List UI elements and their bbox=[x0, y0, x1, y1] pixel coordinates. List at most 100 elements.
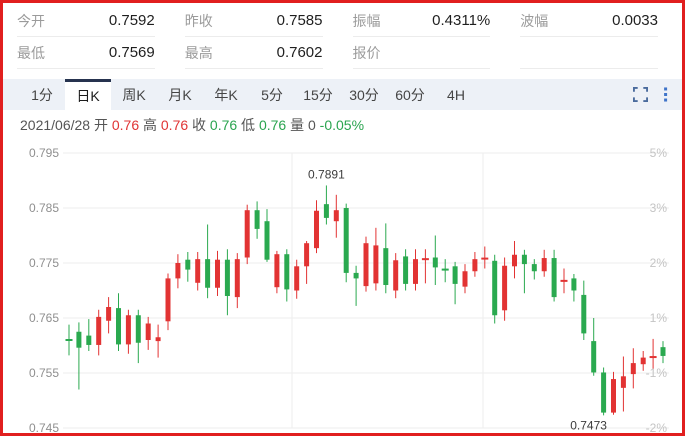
candle-body bbox=[551, 258, 557, 298]
ohlc-info-bar: 2021/06/28 开 0.76 高 0.76 收 0.76 低 0.76 量… bbox=[20, 114, 364, 136]
candle-body bbox=[432, 257, 438, 268]
candle-body bbox=[541, 258, 547, 272]
candle-body bbox=[481, 257, 489, 260]
candle-body bbox=[96, 316, 102, 345]
y-axis-label-right: 5% bbox=[650, 146, 668, 160]
tab-30min[interactable]: 30分 bbox=[349, 86, 379, 103]
candle-body bbox=[601, 372, 607, 413]
candle-body bbox=[205, 259, 211, 288]
candle-body bbox=[145, 323, 151, 340]
stat-prev-close-value: 0.7585 bbox=[276, 12, 323, 29]
tab-15min[interactable]: 15分 bbox=[303, 86, 333, 103]
info-part: 2021/06/28 bbox=[20, 117, 91, 133]
candle-body bbox=[274, 254, 280, 288]
more-menu-icon[interactable] bbox=[663, 87, 668, 102]
candle-body bbox=[195, 259, 201, 283]
stat-amplitude: 振幅 0.4311% bbox=[352, 5, 491, 37]
candle-body bbox=[403, 256, 409, 284]
tab-weekly[interactable]: 周K bbox=[122, 86, 146, 103]
candle-body bbox=[531, 264, 537, 272]
candle-body bbox=[185, 259, 191, 270]
stat-high-value: 0.7602 bbox=[276, 44, 323, 61]
candle-body bbox=[413, 259, 418, 284]
stat-prev-close-label: 昨收 bbox=[184, 12, 213, 29]
candle-body bbox=[314, 210, 319, 249]
stat-open-label: 今开 bbox=[17, 12, 45, 29]
candle-body bbox=[76, 331, 82, 348]
tab-monthly[interactable]: 月K bbox=[168, 86, 192, 103]
y-axis-label-left: 0.785 bbox=[29, 201, 59, 215]
candle-body bbox=[155, 337, 161, 342]
info-part: 0.76 bbox=[258, 117, 287, 133]
stat-empty bbox=[520, 37, 658, 69]
candle-body bbox=[472, 259, 478, 272]
y-axis-label-right: 2% bbox=[650, 256, 668, 270]
candle-body bbox=[640, 357, 646, 365]
candle-body bbox=[125, 315, 131, 345]
candle-body bbox=[224, 259, 230, 296]
stat-high-label: 最高 bbox=[184, 44, 213, 61]
stat-low-label: 最低 bbox=[17, 44, 45, 61]
candle-body bbox=[234, 259, 240, 298]
stat-prev-close: 昨收 0.7585 bbox=[184, 5, 323, 37]
stat-amplitude-label: 振幅 bbox=[352, 12, 381, 29]
tab-yearly[interactable]: 年K bbox=[214, 86, 238, 103]
y-axis-label-left: 0.795 bbox=[29, 146, 59, 160]
info-part: 开 bbox=[90, 117, 112, 133]
tab-4h[interactable]: 4H bbox=[447, 86, 465, 103]
candle-body bbox=[254, 210, 260, 229]
candle-body bbox=[363, 243, 369, 287]
candle-body bbox=[581, 294, 587, 334]
stat-quote: 报价 bbox=[352, 37, 491, 69]
tab-5min[interactable]: 5分 bbox=[261, 86, 283, 103]
high-annotation: 0.7891 bbox=[308, 167, 345, 181]
candle-body bbox=[649, 356, 657, 359]
info-part: -0.05% bbox=[319, 117, 365, 133]
tab-daily[interactable]: 日K bbox=[65, 79, 111, 110]
y-axis-label-right: -2% bbox=[646, 421, 668, 433]
tab-1min[interactable]: 1分 bbox=[31, 86, 53, 103]
y-axis-label-left: 0.765 bbox=[29, 311, 59, 325]
candle-body bbox=[393, 260, 399, 291]
candle-body bbox=[441, 268, 449, 271]
stat-open-value: 0.7592 bbox=[108, 12, 155, 29]
stat-low: 最低 0.7569 bbox=[17, 37, 155, 69]
candle-body bbox=[244, 210, 250, 258]
candle-body bbox=[215, 259, 220, 288]
candle-body bbox=[175, 263, 181, 279]
stat-range: 波幅 0.0033 bbox=[520, 5, 658, 37]
candle-body bbox=[571, 278, 577, 291]
low-annotation: 0.7473 bbox=[570, 418, 607, 432]
y-axis-label-left: 0.755 bbox=[29, 366, 59, 380]
candle-body bbox=[86, 335, 92, 345]
tab-60min[interactable]: 60分 bbox=[395, 86, 425, 103]
info-part: 0.76 bbox=[209, 117, 238, 133]
candle-body bbox=[660, 347, 666, 356]
candle-body bbox=[165, 278, 171, 322]
candle-body bbox=[611, 379, 616, 413]
candle-body bbox=[630, 363, 636, 375]
candle-body bbox=[373, 245, 379, 284]
stat-low-value: 0.7569 bbox=[108, 44, 155, 61]
y-axis-label-right: 3% bbox=[650, 201, 668, 215]
candle-body bbox=[383, 248, 389, 285]
fullscreen-icon[interactable] bbox=[633, 87, 648, 102]
tabbar-icons bbox=[633, 79, 682, 110]
candle-body bbox=[521, 254, 527, 265]
candle-body bbox=[353, 272, 359, 279]
stat-quote-label: 报价 bbox=[352, 44, 381, 61]
candle-body bbox=[116, 308, 121, 345]
y-axis-label-right: -1% bbox=[646, 366, 668, 380]
candle-body bbox=[65, 339, 73, 341]
info-part: 低 bbox=[237, 117, 259, 133]
candle-body bbox=[135, 315, 141, 343]
candle-body bbox=[284, 254, 290, 290]
candle-body bbox=[620, 376, 626, 388]
stat-high: 最高 0.7602 bbox=[184, 37, 323, 69]
candle-body bbox=[294, 266, 300, 291]
stat-range-label: 波幅 bbox=[520, 12, 549, 29]
candle-body bbox=[452, 266, 458, 284]
candle-body bbox=[462, 271, 468, 287]
stat-range-value: 0.0033 bbox=[612, 12, 658, 29]
stat-open: 今开 0.7592 bbox=[17, 5, 155, 37]
